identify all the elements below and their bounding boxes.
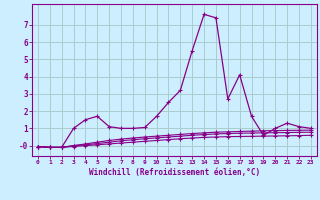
X-axis label: Windchill (Refroidissement éolien,°C): Windchill (Refroidissement éolien,°C) xyxy=(89,168,260,177)
